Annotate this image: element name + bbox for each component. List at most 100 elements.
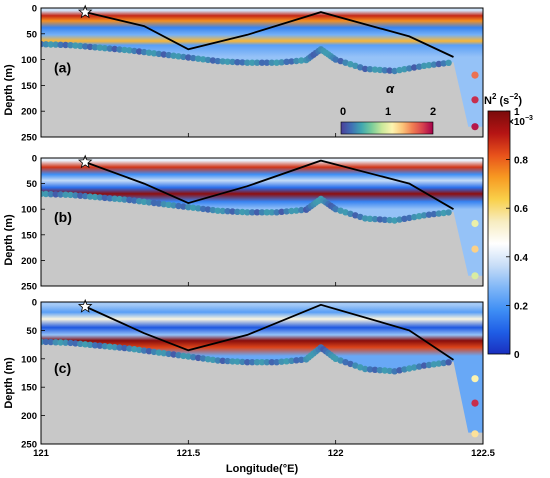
alpha-dot (445, 59, 452, 66)
alpha-dot (268, 59, 275, 66)
alpha-dot (229, 208, 236, 215)
panel-label: (b) (54, 209, 72, 225)
alpha-dot (352, 62, 359, 69)
x-axis-label: Longitude(°E) (226, 463, 299, 475)
alpha-dot (195, 55, 202, 62)
edge-alpha-dot (471, 245, 479, 253)
colorbar-gradient (487, 110, 511, 355)
alpha-dot (209, 356, 217, 363)
alpha-dot (244, 59, 251, 66)
alpha-dot (278, 59, 285, 66)
alpha-dot (357, 64, 364, 71)
y-tick-label: 150 (21, 383, 37, 394)
panels: (a) 0 50 100 150 200 250 α 0 1 2 (b) 0 50 100 150 200 250… (21, 4, 495, 460)
alpha-dot (381, 367, 388, 374)
alpha-dot (67, 42, 74, 49)
alpha-dot (219, 357, 226, 364)
alpha-dots (41, 40, 452, 75)
alpha-symbol: α (386, 81, 395, 96)
alpha-dot (445, 209, 452, 216)
alpha-dot (91, 44, 99, 51)
alpha-dot (86, 43, 94, 51)
alpha-dot (160, 201, 167, 208)
alpha-dot (209, 206, 217, 214)
alpha-dot (435, 60, 442, 68)
alpha-dot (347, 360, 354, 368)
alpha-dot (190, 354, 197, 361)
alpha-dot (121, 46, 128, 54)
alpha-dot (42, 41, 50, 48)
edge-alpha-dot (471, 219, 479, 228)
x-tick-label: 122.5 (471, 448, 495, 459)
alpha-dot (332, 355, 339, 362)
alpha-dot (165, 350, 172, 358)
alpha-dot (440, 209, 447, 217)
alpha-dot (180, 352, 187, 360)
alpha-dot (175, 53, 182, 60)
y-tick-label: 200 (21, 256, 37, 267)
alpha-dot (278, 358, 285, 365)
alpha-dot (199, 355, 207, 362)
alpha-dot (195, 354, 202, 362)
alpha-dot (86, 341, 94, 348)
alpha-dot (352, 212, 359, 219)
alpha-dot (111, 195, 118, 202)
alpha-dot (376, 66, 384, 74)
alpha-dot (381, 67, 388, 74)
y-tick-label: 100 (21, 55, 37, 66)
ship-track-line (84, 303, 454, 361)
alpha-dot (406, 365, 413, 372)
alpha-dot (136, 48, 143, 55)
alpha-dot (298, 356, 305, 363)
alpha-dot (57, 191, 64, 198)
alpha-dot (342, 209, 349, 216)
panel-a: (a) 0 50 100 150 200 250 α 0 1 2 (21, 4, 484, 144)
alpha-dot (283, 58, 290, 65)
alpha-dot (47, 338, 54, 346)
x-tick-label: 121 (33, 448, 50, 459)
alpha-dot (239, 208, 246, 216)
alpha-dot (332, 56, 339, 63)
alpha-dot (131, 197, 138, 204)
alpha-dot (386, 216, 393, 224)
alpha-dot (219, 58, 226, 65)
y-tick-label: 250 (21, 133, 37, 144)
alpha-dot (185, 54, 192, 61)
alpha-dot (62, 191, 69, 198)
alpha-dot (406, 65, 413, 72)
alpha-dot (253, 59, 261, 66)
panel-label: (a) (54, 60, 71, 76)
alpha-dot (175, 352, 182, 359)
alpha-dot (140, 48, 148, 56)
alpha-dot (411, 213, 418, 221)
axes-frame (40, 301, 484, 445)
alpha-dot (376, 367, 384, 374)
alpha-dot (101, 194, 109, 202)
alpha-dot (406, 214, 413, 222)
station-star-icon (77, 4, 93, 19)
alpha-dot (91, 193, 99, 201)
alpha-dot (96, 342, 104, 349)
colorbar-tick-label: 1 (514, 107, 520, 118)
alpha-dot (150, 199, 158, 207)
station-star-icon (77, 154, 93, 169)
alpha-dot (396, 367, 403, 374)
y-tick-label: 50 (26, 179, 37, 190)
alpha-dot (126, 196, 133, 204)
edge-alpha-dot (471, 430, 479, 438)
alpha-dot (126, 345, 133, 352)
alpha-dot (214, 57, 221, 65)
alpha-dot (332, 206, 339, 213)
alpha-dot (293, 207, 300, 214)
y-axis-label-b: Depth (m) (3, 214, 15, 266)
alpha-dot (263, 209, 271, 216)
alpha-dot (145, 348, 153, 355)
alpha-dot (249, 59, 256, 66)
alpha-dot (401, 366, 408, 373)
y-tick-label: 200 (21, 107, 37, 118)
alpha-dot (150, 50, 158, 57)
alpha-dot (258, 59, 266, 66)
alpha-dot (420, 212, 428, 219)
